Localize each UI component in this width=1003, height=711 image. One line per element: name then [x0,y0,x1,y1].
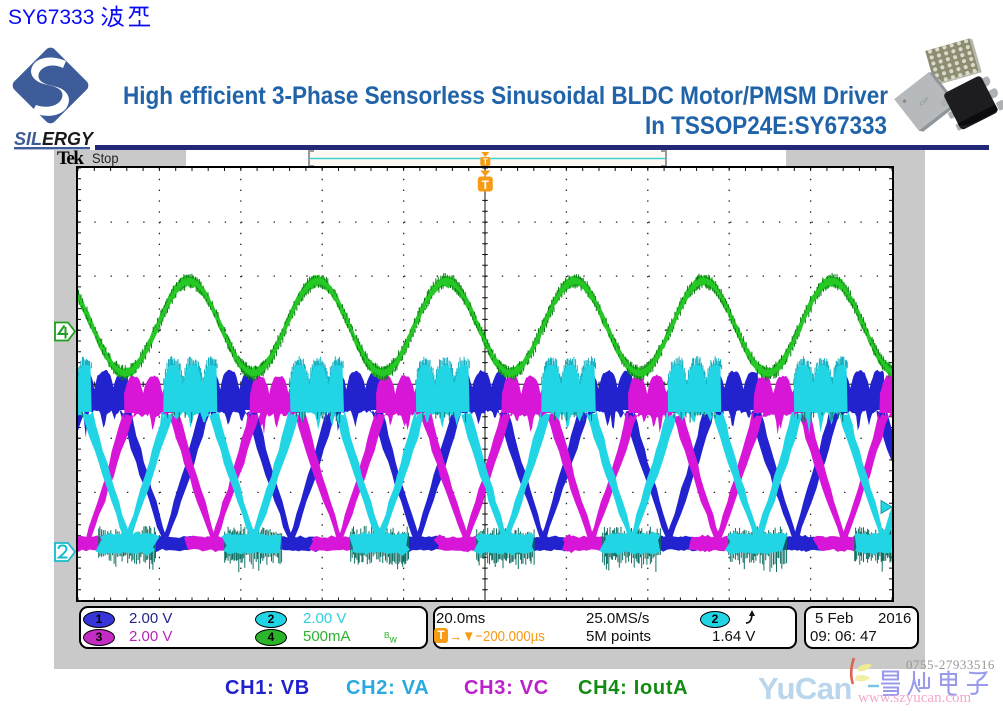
svg-text:T: T [482,178,490,192]
svg-text:SILERGY: SILERGY [14,129,95,149]
svg-text:CSP: CSP [919,96,931,107]
svg-text:T: T [483,158,488,167]
